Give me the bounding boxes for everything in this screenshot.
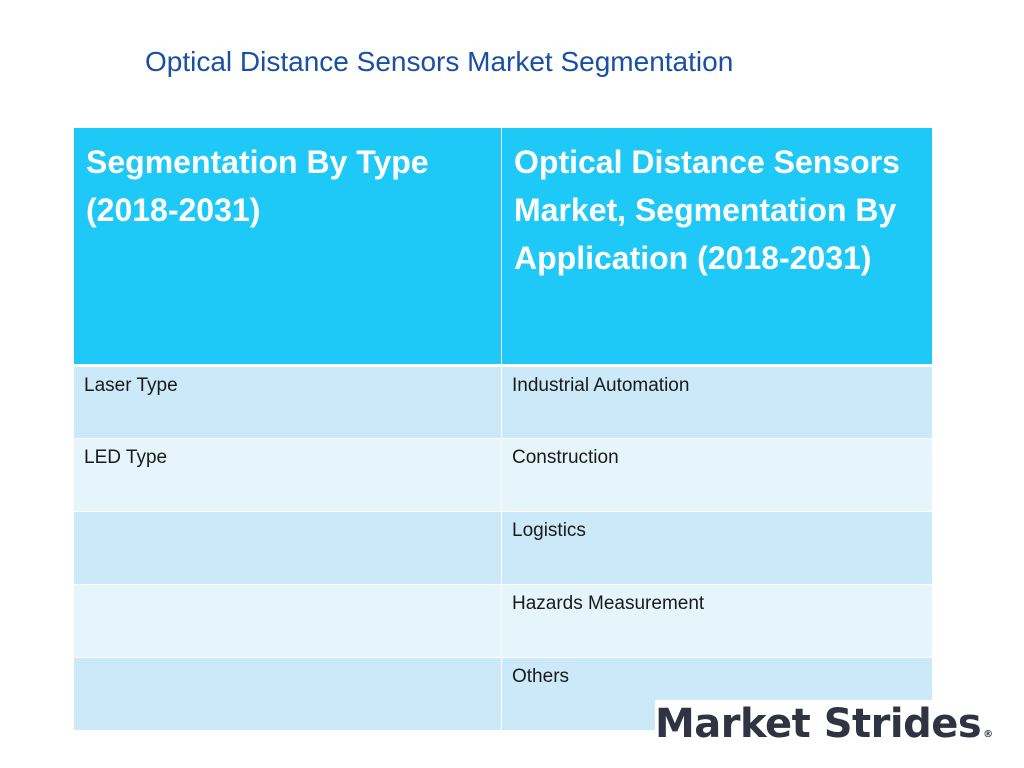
application-cell: Industrial Automation	[501, 365, 933, 439]
table-row: Hazards Measurement	[73, 584, 933, 658]
logo-registered-mark: ®	[983, 729, 993, 740]
application-cell: Hazards Measurement	[501, 584, 933, 658]
type-cell	[73, 657, 502, 731]
type-cell	[73, 511, 502, 585]
table-row: LED Type Construction	[73, 438, 933, 512]
market-strides-logo: Market Strides ®	[655, 700, 993, 748]
slide-title: Optical Distance Sensors Market Segmenta…	[145, 46, 734, 77]
type-cell: LED Type	[73, 438, 502, 512]
type-cell	[73, 584, 502, 658]
header-application: Optical Distance Sensors Market, Segment…	[501, 127, 933, 367]
application-cell: Construction	[501, 438, 933, 512]
application-cell: Logistics	[501, 511, 933, 585]
table-row: Laser Type Industrial Automation	[73, 365, 933, 439]
table-header-row: Segmentation By Type (2018-2031) Optical…	[73, 127, 933, 367]
header-type: Segmentation By Type (2018-2031)	[73, 127, 502, 367]
type-cell: Laser Type	[73, 365, 502, 439]
segmentation-table: Segmentation By Type (2018-2031) Optical…	[73, 127, 933, 731]
logo-text: Market Strides	[655, 701, 982, 747]
table-row: Logistics	[73, 511, 933, 585]
